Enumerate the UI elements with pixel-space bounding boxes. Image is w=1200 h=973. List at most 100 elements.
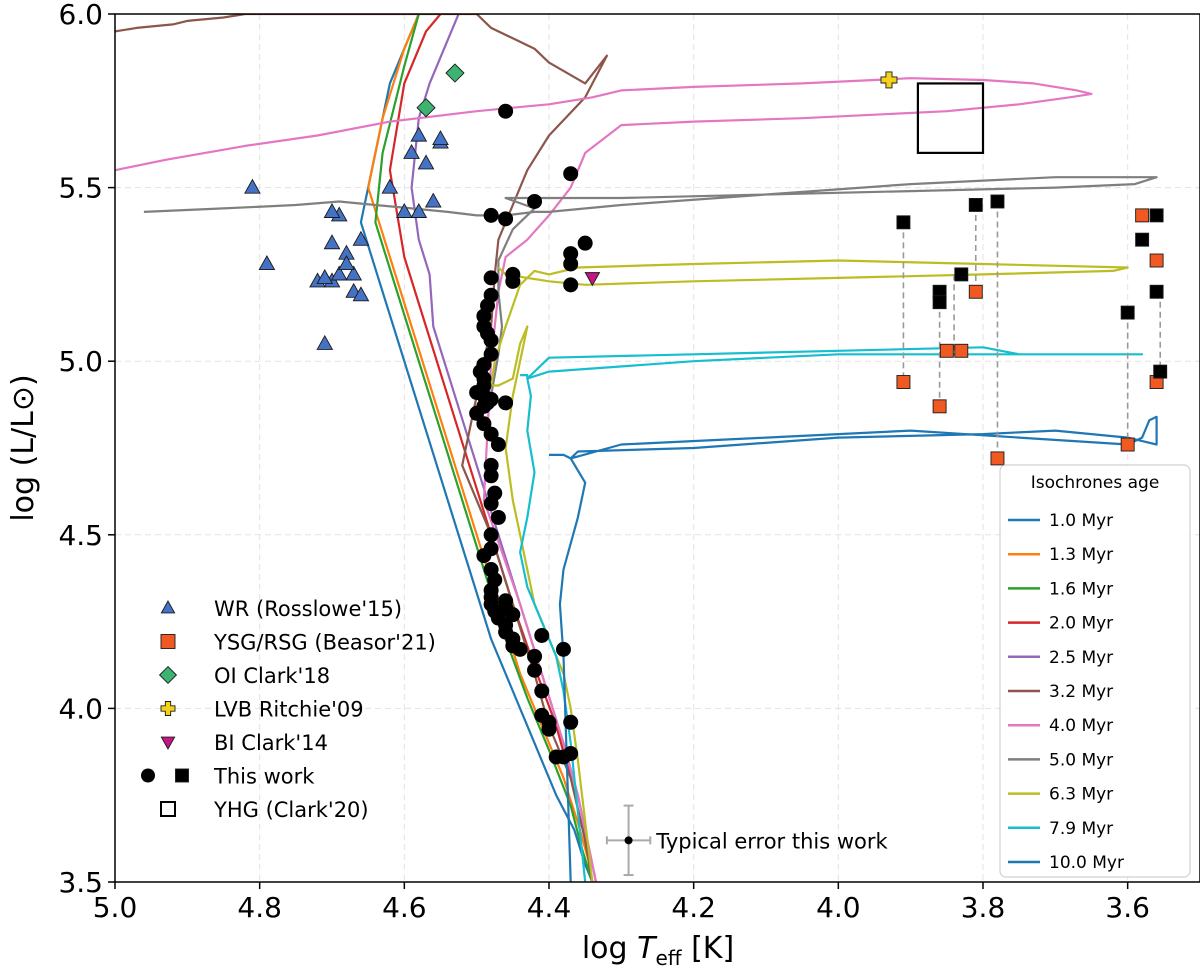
typical-error-annotation: Typical error this work xyxy=(605,804,889,877)
this-work-circle-point xyxy=(498,211,514,227)
ysg-rsg-point xyxy=(968,284,983,299)
wr-point xyxy=(323,202,341,218)
isochrone-line-5-0-myr xyxy=(143,176,1158,397)
legend-marker xyxy=(160,736,176,750)
y-tick-label: 6.0 xyxy=(58,0,103,31)
this-work-circle-point xyxy=(476,308,492,324)
this-work-circle-point xyxy=(527,193,543,209)
this-work-circle-point xyxy=(483,468,499,484)
this-work-square-point xyxy=(1153,364,1168,379)
this-work-circle-point xyxy=(534,627,550,643)
wr-point xyxy=(316,268,334,284)
x-tick-label: 4.2 xyxy=(671,891,716,924)
wr-point xyxy=(338,255,355,271)
this-work-square-point xyxy=(1149,208,1164,223)
this-work-circle-point xyxy=(498,103,514,119)
isochrone-legend-label: 5.0 Myr xyxy=(1049,750,1113,770)
this-work-square-point xyxy=(1149,284,1164,299)
y-tick-label: 3.5 xyxy=(58,866,103,899)
this-work-circle-point xyxy=(527,662,543,678)
wr-point xyxy=(244,178,261,194)
scatter-markers xyxy=(244,63,1168,765)
plot-frame xyxy=(114,13,1200,883)
wr-point xyxy=(258,255,276,271)
wr-point xyxy=(345,265,363,281)
wr-point xyxy=(410,202,428,218)
isochrone-line-1-3-myr xyxy=(367,14,594,882)
this-work-circle-point xyxy=(490,509,506,525)
isochrone-legend: Isochrones age 1.0 Myr 1.3 Myr 1.6 Myr 2.0 M… xyxy=(999,464,1191,878)
this-work-circle-point xyxy=(563,166,579,182)
ysg-rsg-point xyxy=(1120,437,1135,452)
this-work-circle-point xyxy=(512,641,528,657)
wr-point xyxy=(432,130,449,146)
wr-point xyxy=(424,192,442,208)
this-work-circle-point xyxy=(476,548,492,564)
wr-point xyxy=(381,178,399,194)
legend-marker xyxy=(160,801,176,817)
wr-point xyxy=(352,286,370,302)
this-work-circle-point xyxy=(534,683,550,699)
isochrone-legend-label: 2.5 Myr xyxy=(1049,648,1113,668)
y-tick-label: 5.0 xyxy=(58,345,103,378)
x-tick-label: 4.4 xyxy=(527,891,572,924)
this-work-square-point xyxy=(1135,232,1150,247)
wr-point xyxy=(395,202,413,218)
this-work-circle-point xyxy=(563,246,579,262)
isochrone-legend-label: 3.2 Myr xyxy=(1049,682,1113,702)
this-work-circle-point xyxy=(483,207,499,223)
this-work-square-point xyxy=(932,295,947,310)
this-work-circle-point xyxy=(483,426,499,442)
ysg-rsg-point xyxy=(932,399,947,414)
this-work-square-point xyxy=(1120,305,1135,320)
this-work-circle-point xyxy=(541,721,557,737)
ysg-rsg-point xyxy=(954,343,969,358)
bi-point xyxy=(584,272,601,287)
wr-point xyxy=(323,234,341,250)
wr-point xyxy=(316,334,334,350)
oi-point xyxy=(445,63,465,83)
this-work-circle-point xyxy=(563,277,579,293)
wr-point xyxy=(330,265,348,281)
this-work-circle-point xyxy=(527,648,543,664)
isochrone-legend-label: 1.0 Myr xyxy=(1049,511,1113,531)
isochrone-line-6-3-myr xyxy=(490,259,1129,882)
legend-marker-this-work-circle xyxy=(141,768,155,783)
this-work-square-point xyxy=(990,194,1005,209)
ysg-rsg-point xyxy=(1135,208,1150,223)
x-tick-label: 4.0 xyxy=(816,891,861,924)
legend-label: OI Clark'18 xyxy=(214,664,330,688)
isochrone-legend-label: 2.0 Myr xyxy=(1049,614,1113,634)
this-work-circle-point xyxy=(483,270,499,286)
wr-point xyxy=(352,230,370,246)
isochrone-legend-box xyxy=(999,464,1191,878)
ysg-rsg-point xyxy=(990,451,1005,466)
ysg-rsg-point xyxy=(896,375,911,389)
wr-point xyxy=(403,143,420,159)
isochrone-line-3-2-myr xyxy=(115,14,609,882)
legend-marker xyxy=(160,701,176,716)
this-work-circle-point xyxy=(577,235,593,251)
ysg-rsg-point xyxy=(1149,253,1164,268)
isochrone-line-1-6-myr xyxy=(374,14,594,882)
legend-label: WR (Rosslowe'15) xyxy=(214,597,402,621)
this-work-circle-point xyxy=(548,749,564,765)
this-work-circle-point xyxy=(469,405,485,421)
wr-point xyxy=(410,126,428,142)
this-work-circle-point xyxy=(498,395,514,411)
yhg-box-marker xyxy=(916,82,985,154)
this-work-circle-point xyxy=(498,593,514,609)
this-work-circle-point xyxy=(483,527,499,543)
this-work-circle-point xyxy=(476,416,492,432)
isochrone-line-7-9-myr xyxy=(518,346,1144,882)
this-work-square-point xyxy=(954,267,969,282)
isochrone-legend-label: 4.0 Myr xyxy=(1049,716,1113,736)
this-work-circle-point xyxy=(483,332,499,348)
isochrone-line-10-0-myr xyxy=(549,415,1158,882)
y-tick-label: 4.5 xyxy=(58,519,103,552)
error-bar-point xyxy=(624,836,633,845)
legend-marker xyxy=(160,634,176,649)
isochrone-legend-label: 6.3 Myr xyxy=(1049,785,1113,805)
pair-connectors xyxy=(902,201,1162,459)
this-work-square-point xyxy=(896,215,911,230)
